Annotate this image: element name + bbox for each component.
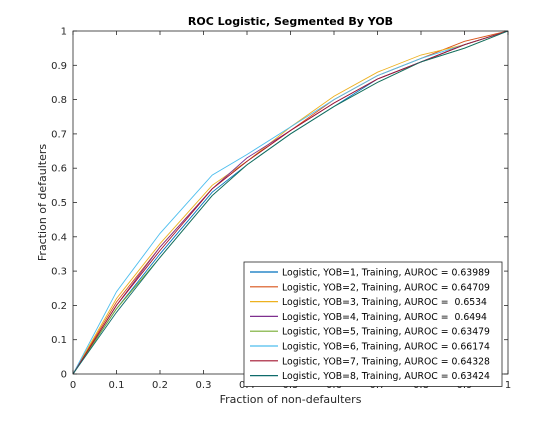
legend: Logistic, YOB=1, Training, AUROC = 0.639… xyxy=(243,261,503,387)
y-tick-label: 0 xyxy=(61,370,67,381)
legend-label-5: Logistic, YOB=5, Training, AUROC = 0.634… xyxy=(282,327,490,338)
y-tick-label: 0.8 xyxy=(51,95,67,106)
y-tick-label: 0.4 xyxy=(51,232,67,243)
series-line-7 xyxy=(72,30,509,375)
y-tick-label: 0.3 xyxy=(51,267,67,278)
series-line-8 xyxy=(72,30,509,375)
x-tick-label: 0.3 xyxy=(196,380,212,391)
legend-box xyxy=(243,261,503,387)
series-line-6 xyxy=(72,30,509,375)
legend-label-3: Logistic, YOB=3, Training, AUROC = 0.653… xyxy=(282,297,487,308)
legend-label-4: Logistic, YOB=4, Training, AUROC = 0.649… xyxy=(282,312,487,323)
y-axis-label: Fraction of defaulters xyxy=(36,144,49,261)
x-tick-label: 0 xyxy=(70,380,76,391)
x-tick-label: 0.1 xyxy=(109,380,125,391)
series-layer xyxy=(72,30,509,375)
legend-label-7: Logistic, YOB=7, Training, AUROC = 0.643… xyxy=(282,356,490,367)
y-tick-label: 1 xyxy=(61,27,67,38)
y-tick-label: 0.2 xyxy=(51,301,67,312)
legend-label-2: Logistic, YOB=2, Training, AUROC = 0.647… xyxy=(282,282,490,293)
legend-label-6: Logistic, YOB=6, Training, AUROC = 0.661… xyxy=(282,342,490,353)
chart-title: ROC Logistic, Segmented By YOB xyxy=(188,15,393,28)
x-axis-label: Fraction of non-defaulters xyxy=(220,393,362,406)
legend-label-1: Logistic, YOB=1, Training, AUROC = 0.639… xyxy=(282,268,490,279)
legend-label-8: Logistic, YOB=8, Training, AUROC = 0.634… xyxy=(282,371,490,382)
y-tick-label: 0.1 xyxy=(51,335,67,346)
y-tick-label: 0.7 xyxy=(51,129,67,140)
y-tick-label: 0.5 xyxy=(51,198,67,209)
x-tick-label: 1 xyxy=(505,380,511,391)
y-tick-label: 0.6 xyxy=(51,164,67,175)
x-tick-label: 0.2 xyxy=(152,380,168,391)
y-tick-label: 0.9 xyxy=(51,61,67,72)
